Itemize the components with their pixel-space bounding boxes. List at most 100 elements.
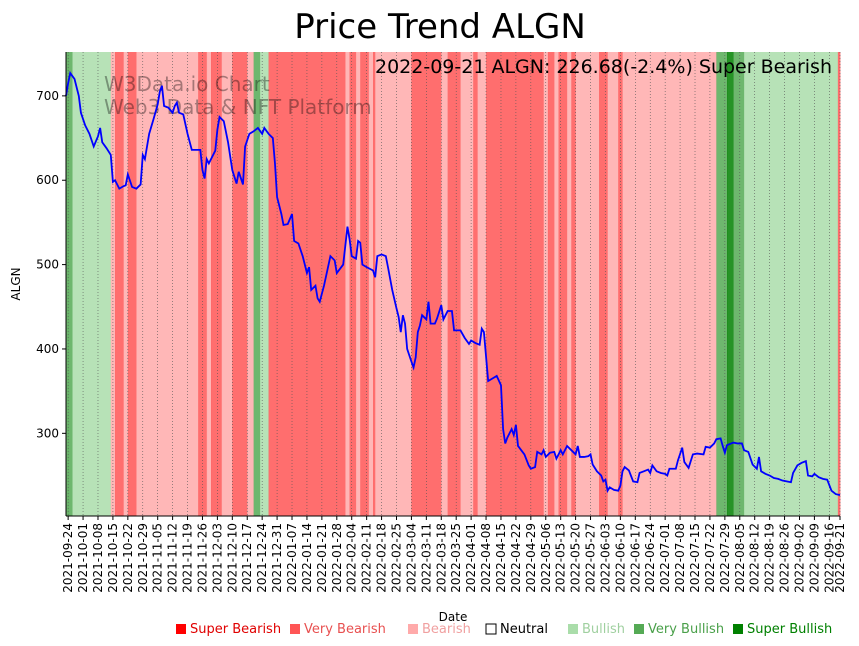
legend-label: Super Bearish: [190, 622, 281, 637]
sentiment-band-38: [599, 52, 608, 516]
x-tick-label-10: 2021-12-03: [210, 523, 224, 593]
x-tick-label-5: 2021-10-29: [136, 523, 150, 593]
legend-label: Bearish: [422, 622, 471, 637]
x-tick-label-33: 2022-05-13: [554, 523, 568, 593]
legend-item-bullish: Bullish: [568, 622, 625, 637]
x-tick-label-7: 2021-11-12: [166, 523, 180, 593]
x-tick-label-38: 2022-06-17: [628, 523, 642, 593]
sentiment-band-32: [547, 52, 555, 516]
sentiment-band-17: [345, 52, 350, 516]
chart-title: Price Trend ALGN: [294, 7, 586, 47]
y-tick-label-4: 700: [36, 89, 59, 103]
legend-item-super-bearish: Super Bearish: [176, 622, 281, 637]
legend-swatch: [485, 623, 497, 635]
x-tick-label-9: 2021-11-26: [195, 523, 209, 593]
sentiment-band-34: [558, 52, 568, 516]
sentiment-band-21: [368, 52, 374, 516]
sentiment-band-5: [123, 52, 129, 516]
sentiment-band-28: [473, 52, 478, 516]
x-tick-label-48: 2022-08-26: [778, 523, 792, 593]
x-tick-label-29: 2022-04-15: [494, 523, 508, 593]
legend-item-bearish: Bearish: [408, 622, 471, 637]
price-series-line: [65, 70, 841, 497]
x-tick-label-2: 2021-10-08: [91, 523, 105, 593]
x-tick-label-8: 2021-11-19: [181, 523, 195, 593]
x-tick-label-25: 2022-03-18: [434, 523, 448, 593]
sentiment-band-29: [477, 52, 487, 516]
x-tick-label-40: 2022-07-01: [658, 523, 672, 593]
x-tick-label-36: 2022-06-03: [598, 523, 612, 593]
x-tick-label-41: 2022-07-08: [673, 523, 687, 593]
watermark-line-1: W3Data.io Chart: [104, 72, 270, 96]
sentiment-band-30: [486, 52, 545, 516]
x-tick-label-21: 2022-02-18: [375, 523, 389, 593]
legend-label: Bullish: [582, 622, 625, 637]
sentiment-band-2: [72, 52, 112, 516]
sentiment-band-46: [837, 52, 841, 516]
legend-item-super-bullish: Super Bullish: [733, 622, 832, 637]
x-tick-label-15: 2022-01-07: [285, 523, 299, 593]
sentiment-band-14: [253, 52, 261, 516]
sentiment-band-44: [733, 52, 745, 516]
plot-area: W3Data.io Chart Web3 Data & NFT Platform…: [65, 52, 841, 516]
x-tick-label-51: 2022-09-16: [822, 523, 836, 593]
sentiment-band-11: [221, 52, 233, 516]
x-tick-label-34: 2022-05-20: [569, 523, 583, 593]
legend: Super Bearish Very Bearish Bearish Neutral B…: [176, 622, 832, 637]
x-tick-label-50: 2022-09-09: [807, 523, 821, 593]
x-tick-label-37: 2022-06-10: [613, 523, 627, 593]
x-tick-label-30: 2022-04-22: [509, 523, 523, 593]
sentiment-band-25: [441, 52, 449, 516]
sentiment-band-22: [373, 52, 376, 516]
x-tick-label-17: 2022-01-21: [315, 523, 329, 593]
x-tick-label-42: 2022-07-15: [688, 523, 702, 593]
sentiment-band-6: [127, 52, 137, 516]
sentiment-band-43: [726, 52, 734, 516]
sentiment-band-37: [575, 52, 600, 516]
sentiment-band-9: [206, 52, 212, 516]
sentiment-band-23: [375, 52, 412, 516]
legend-swatch: [408, 624, 418, 634]
sentiment-band-42: [716, 52, 728, 516]
x-tick-label-6: 2021-11-05: [151, 523, 165, 593]
x-tick-label-23: 2022-03-04: [404, 523, 418, 593]
sentiment-band-7: [136, 52, 199, 516]
sentiment-band-27: [460, 52, 474, 516]
legend-swatch: [568, 624, 578, 634]
x-tick-label-49: 2022-09-02: [792, 523, 806, 593]
x-tick-label-20: 2022-02-11: [360, 523, 374, 593]
y-tick-label-2: 500: [36, 258, 59, 272]
y-axis-label: ALGN: [9, 267, 23, 300]
sentiment-band-36: [571, 52, 577, 516]
sentiment-band-4: [115, 52, 124, 516]
legend-swatch: [290, 624, 300, 634]
x-axis-label: Date: [439, 610, 468, 624]
x-tick-label-45: 2022-08-05: [733, 523, 747, 593]
legend-label: Super Bullish: [747, 622, 832, 637]
watermark-line-2: Web3 Data & NFT Platform: [104, 95, 372, 119]
y-tick-label-1: 400: [36, 342, 59, 356]
sentiment-band-39: [607, 52, 619, 516]
sentiment-band-0: [66, 52, 69, 516]
y-tick-label-3: 600: [36, 173, 59, 187]
x-tick-label-43: 2022-07-22: [703, 523, 717, 593]
sentiment-band-33: [554, 52, 559, 516]
x-tick-label-14: 2021-12-31: [270, 523, 284, 593]
x-tick-label-19: 2022-02-04: [345, 523, 359, 593]
x-tick-label-13: 2021-12-24: [255, 523, 269, 593]
x-tick-label-28: 2022-04-08: [479, 523, 493, 593]
watermark: W3Data.io Chart Web3 Data & NFT Platform: [104, 72, 372, 119]
x-tick-label-32: 2022-05-06: [539, 523, 553, 593]
x-tick-label-35: 2022-05-27: [584, 523, 598, 593]
y-tick-label-0: 300: [36, 426, 59, 440]
x-tick-label-1: 2021-10-01: [76, 523, 90, 593]
legend-item-very-bullish: Very Bullish: [634, 622, 724, 637]
x-tick-label-52: 2022-09-21: [833, 523, 847, 593]
x-tick-label-0: 2021-09-24: [61, 523, 75, 593]
x-tick-label-18: 2022-01-28: [330, 523, 344, 593]
sentiment-band-45: [744, 52, 839, 516]
x-tick-label-11: 2021-12-10: [225, 523, 239, 593]
legend-swatch: [634, 624, 644, 634]
y-ticks: 300 400 500 600 700: [36, 89, 66, 440]
